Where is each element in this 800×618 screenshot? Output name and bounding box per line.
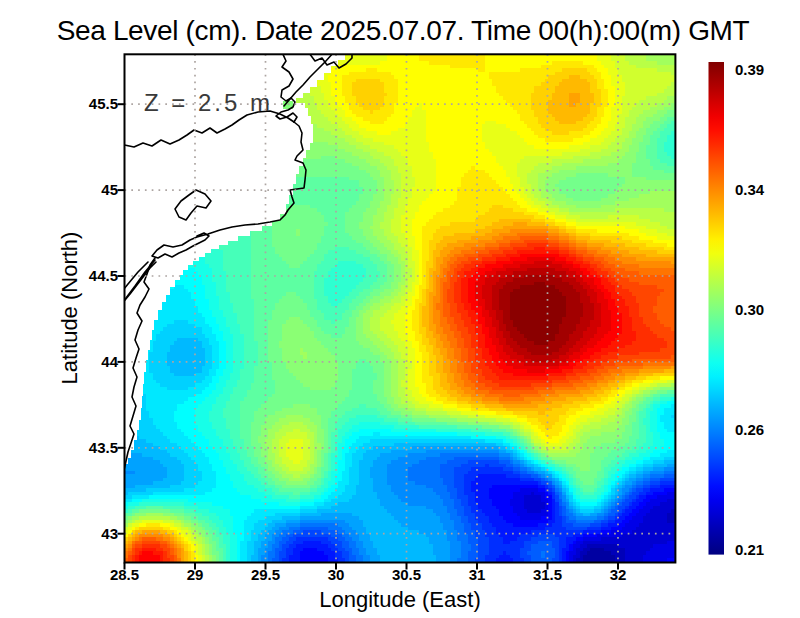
svg-text:32: 32: [610, 566, 627, 583]
svg-text:29: 29: [187, 566, 204, 583]
svg-text:44.5: 44.5: [89, 267, 118, 284]
svg-text:43: 43: [101, 525, 118, 542]
svg-text:31: 31: [469, 566, 486, 583]
svg-text:Longitude (East): Longitude (East): [319, 587, 480, 612]
svg-text:30: 30: [328, 566, 345, 583]
svg-text:31.5: 31.5: [533, 566, 562, 583]
svg-text:43.5: 43.5: [89, 439, 118, 456]
svg-text:0.21: 0.21: [735, 541, 764, 558]
svg-text:45: 45: [101, 181, 118, 198]
svg-text:Z = 2.5 m: Z = 2.5 m: [144, 89, 273, 116]
svg-text:30.5: 30.5: [392, 566, 421, 583]
svg-text:Latitude (North): Latitude (North): [57, 232, 82, 385]
svg-text:Sea Level (cm). Date 2025.07.0: Sea Level (cm). Date 2025.07.07. Time 00…: [57, 15, 750, 46]
svg-text:28.5: 28.5: [110, 566, 139, 583]
svg-text:0.30: 0.30: [735, 301, 764, 318]
svg-text:29.5: 29.5: [251, 566, 280, 583]
svg-text:45.5: 45.5: [89, 95, 118, 112]
svg-text:44: 44: [101, 353, 118, 370]
svg-text:0.34: 0.34: [735, 181, 765, 198]
svg-text:0.39: 0.39: [735, 61, 764, 78]
svg-text:0.26: 0.26: [735, 421, 764, 438]
